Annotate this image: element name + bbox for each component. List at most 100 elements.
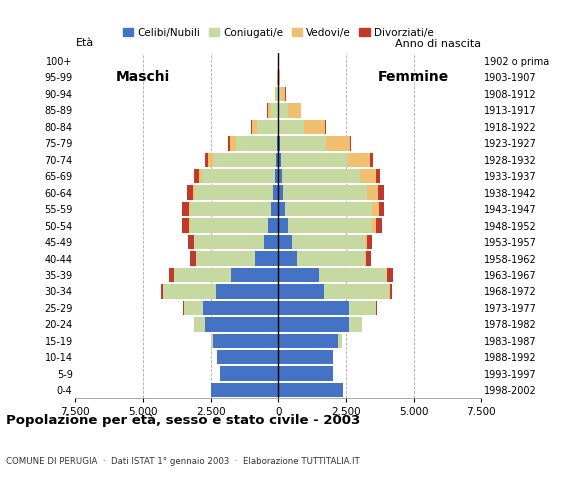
Bar	[275, 87, 276, 101]
Bar	[187, 185, 193, 200]
Bar	[275, 169, 278, 183]
Bar	[278, 169, 282, 183]
Bar	[271, 202, 278, 216]
Bar	[161, 284, 163, 299]
Bar	[205, 153, 208, 167]
Bar	[278, 235, 292, 249]
Bar	[188, 202, 190, 216]
Bar	[376, 169, 380, 183]
Bar	[372, 202, 379, 216]
Bar	[372, 218, 376, 233]
Bar	[277, 136, 278, 151]
Bar	[218, 350, 278, 364]
Bar	[276, 153, 278, 167]
Bar	[370, 153, 372, 167]
Bar	[194, 317, 205, 332]
Bar	[194, 235, 264, 249]
Bar	[213, 153, 276, 167]
Bar	[196, 251, 255, 266]
Bar	[213, 334, 278, 348]
Bar	[184, 300, 202, 315]
Bar	[211, 383, 278, 397]
Bar	[278, 185, 283, 200]
Bar	[387, 268, 393, 282]
Bar	[278, 317, 349, 332]
Bar	[276, 87, 278, 101]
Bar	[164, 284, 216, 299]
Text: Popolazione per età, sesso e stato civile - 2003: Popolazione per età, sesso e stato civil…	[6, 414, 360, 427]
Bar	[202, 169, 275, 183]
Bar	[288, 103, 300, 118]
Bar	[190, 251, 195, 266]
Bar	[349, 300, 376, 315]
Bar	[198, 169, 202, 183]
Bar	[268, 218, 278, 233]
Bar	[324, 284, 389, 299]
Bar	[278, 284, 324, 299]
Bar	[229, 136, 230, 151]
Text: COMUNE DI PERUGIA  ·  Dati ISTAT 1° gennaio 2003  ·  Elaborazione TUTTITALIA.IT: COMUNE DI PERUGIA · Dati ISTAT 1° gennai…	[6, 456, 360, 466]
Bar	[366, 251, 371, 266]
Bar	[378, 185, 384, 200]
Bar	[255, 251, 278, 266]
Bar	[379, 202, 384, 216]
Bar	[348, 153, 370, 167]
Bar	[367, 185, 378, 200]
Bar	[278, 70, 280, 85]
Bar	[278, 87, 281, 101]
Bar	[251, 120, 252, 134]
Bar	[208, 153, 213, 167]
Bar	[349, 317, 362, 332]
Bar	[182, 218, 189, 233]
Bar	[365, 235, 367, 249]
Bar	[326, 136, 350, 151]
Bar	[278, 300, 349, 315]
Text: Anno di nascita: Anno di nascita	[396, 39, 481, 49]
Bar	[278, 120, 279, 134]
Bar	[169, 268, 174, 282]
Text: Femmine: Femmine	[378, 71, 450, 84]
Bar	[278, 383, 343, 397]
Bar	[190, 202, 271, 216]
Bar	[281, 153, 348, 167]
Bar	[280, 136, 326, 151]
Bar	[278, 334, 338, 348]
Bar	[278, 366, 332, 381]
Bar	[278, 202, 285, 216]
Bar	[194, 169, 198, 183]
Bar	[281, 87, 285, 101]
Bar	[319, 268, 387, 282]
Bar	[283, 185, 367, 200]
Bar	[230, 136, 237, 151]
Bar	[193, 185, 195, 200]
Bar	[268, 103, 270, 118]
Bar	[278, 153, 281, 167]
Bar	[376, 218, 382, 233]
Bar	[264, 235, 278, 249]
Bar	[278, 218, 288, 233]
Text: Maschi: Maschi	[116, 71, 170, 84]
Bar	[273, 185, 278, 200]
Bar	[231, 268, 278, 282]
Bar	[205, 317, 278, 332]
Bar	[174, 268, 231, 282]
Bar	[216, 284, 278, 299]
Bar	[350, 136, 351, 151]
Bar	[367, 235, 372, 249]
Legend: Celibi/Nubili, Coniugati/e, Vedovi/e, Divorziati/e: Celibi/Nubili, Coniugati/e, Vedovi/e, Di…	[119, 24, 438, 42]
Bar	[278, 251, 298, 266]
Bar	[298, 251, 365, 266]
Bar	[211, 334, 213, 348]
Bar	[292, 235, 365, 249]
Text: Età: Età	[75, 38, 93, 48]
Bar	[278, 268, 319, 282]
Bar	[202, 300, 278, 315]
Bar	[278, 136, 280, 151]
Bar	[390, 284, 392, 299]
Bar	[279, 120, 303, 134]
Bar	[360, 169, 376, 183]
Bar	[325, 120, 326, 134]
Bar	[338, 334, 342, 348]
Bar	[252, 120, 258, 134]
Bar	[258, 120, 278, 134]
